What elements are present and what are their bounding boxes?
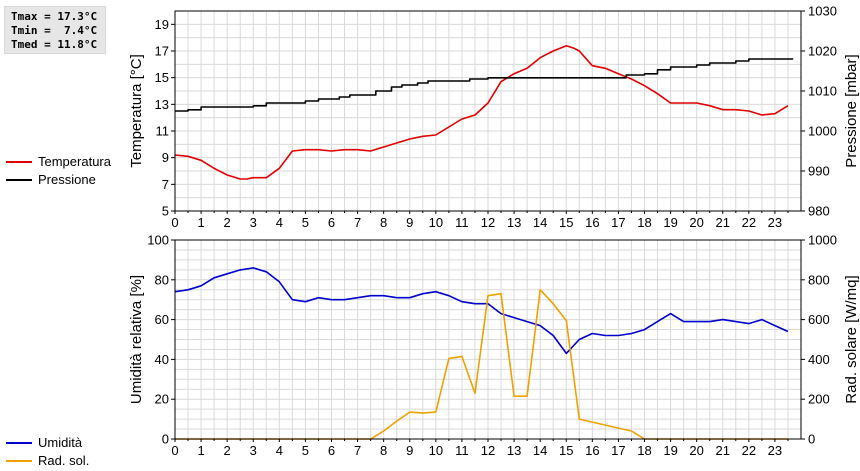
bottom-xtick-label: 18 bbox=[637, 443, 651, 458]
top-xtick-label: 9 bbox=[406, 215, 413, 230]
bottom-y2label: Rad. solare [W/mq] bbox=[843, 275, 860, 403]
legend-label-rad-sol: Rad. sol. bbox=[38, 453, 90, 468]
top-ytick-label: 11 bbox=[156, 124, 170, 139]
bottom-xtick-label: 19 bbox=[663, 443, 677, 458]
bottom-ytick-label: 20 bbox=[155, 392, 169, 407]
top-xtick-label: 15 bbox=[559, 215, 573, 230]
tmed-stat: Tmed = 11.8°C bbox=[11, 38, 98, 51]
bottom-xtick-label: 12 bbox=[481, 443, 495, 458]
top-xtick-label: 12 bbox=[481, 215, 495, 230]
bottom-xtick-label: 10 bbox=[429, 443, 443, 458]
bottom-xtick-label: 17 bbox=[611, 443, 625, 458]
bottom-xtick-label: 2 bbox=[224, 443, 231, 458]
top-xtick-label: 20 bbox=[689, 215, 703, 230]
top-xtick-label: 10 bbox=[429, 215, 443, 230]
bottom-xtick-label: 7 bbox=[354, 443, 361, 458]
bottom-y2tick-label: 0 bbox=[808, 432, 815, 447]
top-xtick-label: 8 bbox=[380, 215, 387, 230]
top-xtick-label: 21 bbox=[716, 215, 730, 230]
top-ytick-label: 9 bbox=[162, 150, 169, 165]
bottom-ytick-label: 100 bbox=[147, 233, 169, 248]
top-xtick-label: 2 bbox=[224, 215, 231, 230]
top-ytick-label: 5 bbox=[162, 204, 169, 219]
top-y2tick-label: 1000 bbox=[808, 124, 837, 139]
legend-label-pressione: Pressione bbox=[38, 172, 96, 187]
legend-label-temperatura: Temperatura bbox=[38, 154, 111, 169]
bottom-ylabel: Umidità relativa [%] bbox=[128, 275, 145, 404]
umidita-swatch bbox=[6, 442, 32, 444]
top-xtick-label: 5 bbox=[302, 215, 309, 230]
bottom-xtick-label: 5 bbox=[302, 443, 309, 458]
top-xtick-label: 6 bbox=[328, 215, 335, 230]
top-ytick-label: 13 bbox=[155, 97, 169, 112]
top-xtick-label: 18 bbox=[637, 215, 651, 230]
bottom-xtick-label: 13 bbox=[507, 443, 521, 458]
bottom-xtick-label: 14 bbox=[533, 443, 547, 458]
top-xtick-label: 7 bbox=[354, 215, 361, 230]
top-xtick-label: 22 bbox=[742, 215, 756, 230]
bottom-ytick-label: 40 bbox=[155, 352, 169, 367]
bottom-xtick-label: 6 bbox=[328, 443, 335, 458]
legend-label-umidita: Umidità bbox=[38, 435, 83, 450]
top-ytick-label: 15 bbox=[155, 70, 169, 85]
top-xtick-label: 0 bbox=[171, 215, 178, 230]
bottom-y2tick-label: 600 bbox=[808, 312, 830, 327]
top-xtick-label: 11 bbox=[455, 215, 469, 230]
bottom-y2tick-label: 1000 bbox=[808, 233, 837, 248]
top-xtick-label: 14 bbox=[533, 215, 547, 230]
bottom-xtick-label: 11 bbox=[455, 443, 469, 458]
top-y2tick-label: 1010 bbox=[808, 84, 837, 99]
bottom-ytick-label: 80 bbox=[155, 272, 169, 287]
bottom-xtick-label: 21 bbox=[716, 443, 730, 458]
rad-sol-swatch bbox=[6, 460, 32, 462]
top-y2tick-label: 980 bbox=[808, 204, 830, 219]
bottom-xtick-label: 4 bbox=[276, 443, 283, 458]
top-ytick-label: 17 bbox=[155, 44, 169, 59]
bottom-series-1-line bbox=[175, 288, 788, 440]
top-ytick-label: 19 bbox=[155, 17, 169, 32]
pressione-swatch bbox=[6, 179, 32, 181]
bottom-xtick-label: 0 bbox=[171, 443, 178, 458]
bottom-xtick-label: 9 bbox=[406, 443, 413, 458]
top-y2tick-label: 1020 bbox=[808, 44, 837, 59]
bottom-ytick-label: 0 bbox=[162, 432, 169, 447]
tmin-stat: Tmin = 7.4°C bbox=[11, 24, 98, 37]
tmax-stat: Tmax = 17.3°C bbox=[11, 10, 98, 23]
bottom-xtick-label: 8 bbox=[380, 443, 387, 458]
top-ylabel: Temperatura [°C] bbox=[128, 54, 145, 168]
bottom-y2tick-label: 200 bbox=[808, 392, 830, 407]
bottom-xtick-label: 22 bbox=[742, 443, 756, 458]
bottom-xtick-label: 1 bbox=[197, 443, 204, 458]
top-y2label: Pressione [mbar] bbox=[843, 54, 860, 167]
bottom-y2tick-label: 400 bbox=[808, 352, 830, 367]
top-xtick-label: 1 bbox=[197, 215, 204, 230]
top-series-0-line bbox=[174, 44, 789, 180]
top-ytick-label: 7 bbox=[162, 177, 169, 192]
bottom-xtick-label: 20 bbox=[689, 443, 703, 458]
bottom-xtick-label: 3 bbox=[250, 443, 257, 458]
top-y2tick-label: 990 bbox=[808, 164, 830, 179]
top-y2tick-label: 1030 bbox=[808, 4, 837, 19]
bottom-xtick-label: 23 bbox=[768, 443, 782, 458]
top-xtick-label: 13 bbox=[507, 215, 521, 230]
bottom-y2tick-label: 800 bbox=[808, 272, 830, 287]
top-xtick-label: 4 bbox=[276, 215, 283, 230]
temperatura-swatch bbox=[6, 161, 32, 163]
top-xtick-label: 3 bbox=[250, 215, 257, 230]
bottom-series-0-line bbox=[174, 267, 789, 355]
bottom-xtick-label: 15 bbox=[559, 443, 573, 458]
top-series-1-line bbox=[175, 58, 794, 112]
bottom-ytick-label: 60 bbox=[155, 312, 169, 327]
top-xtick-label: 16 bbox=[585, 215, 599, 230]
top-xtick-label: 17 bbox=[611, 215, 625, 230]
top-xtick-label: 19 bbox=[663, 215, 677, 230]
top-xtick-label: 23 bbox=[768, 215, 782, 230]
temperature-stats-box: Tmax = 17.3°C Tmin = 7.4°C Tmed = 11.8°C bbox=[4, 6, 106, 54]
bottom-xtick-label: 16 bbox=[585, 443, 599, 458]
